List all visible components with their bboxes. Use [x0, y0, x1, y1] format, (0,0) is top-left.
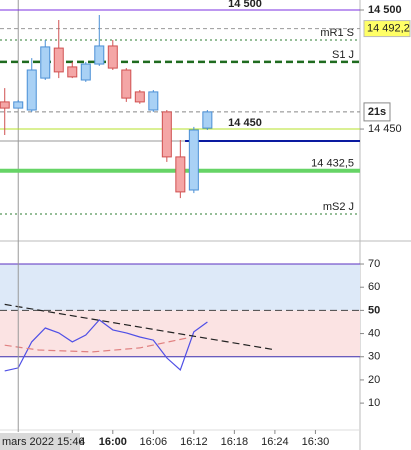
- candle-body: [202, 111, 213, 129]
- series-line: [4, 303, 275, 351]
- candle-body: [107, 45, 118, 69]
- candle-body: [161, 111, 172, 158]
- x-tick-label: 16:12: [180, 436, 208, 448]
- level-label: S1 J: [332, 49, 354, 61]
- candle-body: [53, 47, 64, 73]
- candle-body: [148, 91, 159, 111]
- last-price-label: 14 492,2: [367, 22, 410, 34]
- candle-body: [40, 46, 51, 79]
- series-line: [4, 319, 208, 372]
- candle-body: [13, 101, 24, 109]
- x-tick-label: 16:30: [302, 436, 330, 448]
- y-tick-label: 20: [368, 374, 380, 386]
- candle-body: [94, 45, 105, 65]
- y-tick-label: 10: [368, 397, 380, 409]
- y-tick-label: 70: [368, 258, 380, 270]
- candle-body: [175, 156, 186, 193]
- candle-body: [26, 69, 37, 111]
- y-tick-label: 40: [368, 327, 380, 339]
- level-label: 14 432,5: [311, 158, 354, 170]
- level-label: mR1 S: [320, 27, 354, 39]
- y-tick-label: 50: [368, 304, 380, 316]
- candle-body: [188, 129, 199, 191]
- level-label: 14 450: [228, 117, 262, 129]
- x-tick-label: 16:18: [221, 436, 249, 448]
- series-line: [4, 337, 188, 353]
- countdown-label: 21s: [368, 106, 386, 118]
- band: [0, 264, 360, 311]
- x-tick-label: 16:00: [99, 436, 127, 448]
- crosshair-time-box: [0, 433, 80, 450]
- candle-body: [67, 66, 78, 78]
- countdown-box: [363, 102, 391, 122]
- level-label: 14 500: [228, 0, 262, 10]
- candle-body: [121, 69, 132, 99]
- y-tick-label: 60: [368, 281, 380, 293]
- x-tick-label: 4: [79, 436, 85, 448]
- last-price-box: [363, 20, 411, 38]
- x-tick-label: 16:24: [261, 436, 289, 448]
- y-tick-label: 14 450: [368, 123, 402, 135]
- x-tick-label: 16:06: [140, 436, 168, 448]
- level-label: mS2 J: [323, 201, 354, 213]
- candle-body: [134, 91, 145, 103]
- candle-body: [80, 63, 91, 81]
- crosshair-time-label: mars 2022 15:46: [2, 436, 85, 448]
- y-tick-label: 14 500: [368, 4, 402, 16]
- candle-body: [0, 101, 10, 109]
- y-tick-label: 30: [368, 351, 380, 363]
